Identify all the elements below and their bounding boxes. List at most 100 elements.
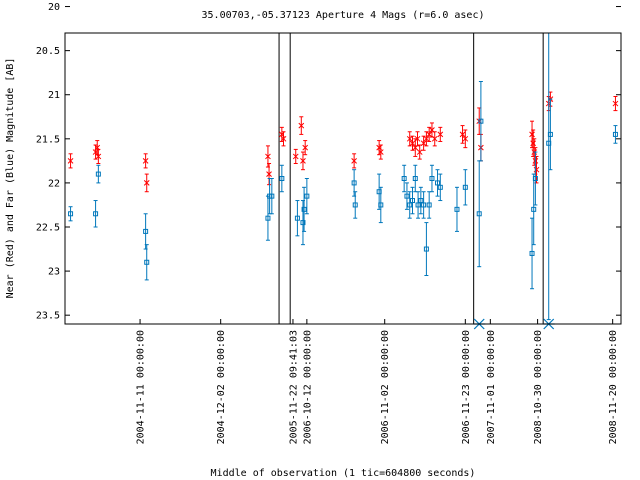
data-point (431, 135, 438, 142)
data-point (304, 193, 310, 199)
data-point (300, 220, 306, 226)
marker-stroke (612, 100, 619, 107)
data-point (292, 153, 299, 160)
x-axis-label: Middle of observation (1 tic=604800 seco… (211, 468, 476, 479)
data-point (533, 166, 540, 173)
data-point (407, 202, 413, 208)
data-point (529, 250, 535, 256)
data-point (351, 158, 357, 164)
data-point (415, 202, 421, 208)
marker-stroke (351, 158, 357, 164)
data-point (437, 131, 444, 138)
marker-stroke (292, 153, 299, 160)
data-point (423, 135, 430, 142)
marker-stroke (423, 135, 430, 142)
data-point (530, 140, 537, 147)
marker-stroke (280, 135, 287, 142)
data-point (265, 153, 271, 160)
data-point (301, 206, 307, 212)
y-tick-label: 21 (48, 90, 60, 101)
y-tick-label: 20.5 (36, 46, 60, 57)
data-point (612, 100, 619, 107)
data-point (437, 184, 443, 190)
data-point (423, 246, 429, 252)
data-point (377, 149, 384, 155)
data-point (426, 202, 432, 208)
data-point (420, 140, 427, 147)
marker-stroke (300, 158, 306, 164)
data-point (529, 131, 535, 138)
data-point (67, 158, 74, 164)
marker-stroke (406, 135, 413, 142)
marker-stroke (530, 140, 537, 147)
data-point (302, 144, 309, 151)
x-tick-label: 2006-11-02 00:00:00 (380, 330, 391, 444)
marker-stroke (95, 153, 102, 160)
x-tick-label: 2007-11-01 00:00:00 (486, 330, 497, 444)
data-point (462, 135, 469, 142)
data-point (476, 211, 482, 217)
data-point (454, 206, 460, 212)
y-tick-label: 22 (48, 178, 60, 189)
data-point (462, 184, 468, 190)
y-tick-label: 23.5 (36, 311, 60, 322)
data-point (404, 193, 410, 199)
x-tick-label: 2004-11-11 00:00:00 (136, 330, 147, 444)
vertical-lines (278, 33, 544, 324)
x-tick-label: 2006-11-23 00:00:00 (461, 330, 472, 444)
data-point (143, 228, 149, 234)
marker-stroke (302, 144, 309, 151)
y-tick-label: 20 (48, 2, 60, 13)
data-point (352, 202, 358, 208)
marker-stroke (533, 166, 540, 173)
x-tick-label: 2008-11-20 00:00:00 (608, 330, 619, 444)
x-axis-ticks: 2004-11-11 00:00:00 2004-12-02 00:00:00 20… (136, 319, 619, 444)
data-point (142, 158, 149, 164)
data-point (266, 171, 272, 177)
data-point (294, 215, 300, 221)
marker-stroke (431, 135, 438, 142)
data-point (414, 135, 421, 142)
data-point (409, 140, 416, 147)
data-point (478, 118, 484, 124)
data-point (265, 215, 271, 221)
marker-stroke (67, 158, 74, 164)
data-point (435, 180, 441, 186)
marker-stroke (265, 153, 271, 160)
data-point (95, 153, 102, 160)
data-point (378, 202, 384, 208)
x-tick-label: 2008-10-30 00:00:00 (533, 330, 544, 444)
plot-frame (64, 32, 622, 325)
data-point (412, 176, 418, 181)
data-point (279, 176, 285, 181)
data-series (67, 32, 619, 321)
data-point (531, 206, 537, 212)
marker-stroke (426, 131, 433, 138)
data-point (547, 131, 553, 137)
y-tick-label: 21.5 (36, 134, 60, 145)
marker-stroke (143, 180, 150, 186)
marker-stroke (459, 131, 466, 138)
y-axis-label: Near (Red) and Far (Blue) Magnitude [AB] (5, 58, 16, 299)
data-point (93, 211, 99, 217)
data-point (410, 198, 415, 204)
data-point (300, 158, 306, 164)
x-tick-label: 2005-11-22 09:41:03 (288, 330, 299, 444)
data-point (143, 180, 150, 186)
marker-stroke (420, 140, 427, 147)
marker-stroke (377, 149, 384, 155)
data-point (269, 193, 275, 199)
marker-stroke (414, 135, 421, 142)
series-far-blue (68, 32, 618, 321)
marker-stroke (298, 122, 305, 129)
data-point (280, 135, 287, 142)
data-point (68, 211, 74, 217)
data-point (459, 131, 466, 138)
chart-title: 35.00703,-05.37123 Aperture 4 Mags (r=6.… (202, 10, 485, 21)
data-point (401, 176, 407, 181)
y-tick-label: 22.5 (36, 223, 60, 234)
marker-stroke (429, 127, 435, 133)
marker-stroke (409, 140, 416, 147)
data-point (532, 176, 538, 181)
data-point (406, 135, 413, 142)
